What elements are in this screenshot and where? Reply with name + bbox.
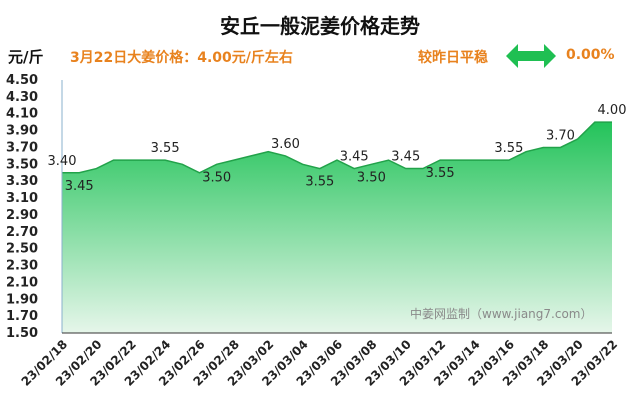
y-tick-label: 3.90 (6, 124, 38, 139)
y-tick-label: 3.50 (6, 157, 38, 172)
y-tick-label: 3.70 (6, 140, 38, 155)
y-tick-label: 1.50 (6, 326, 38, 341)
data-label: 3.55 (494, 141, 523, 156)
data-label: 3.45 (391, 150, 420, 165)
unit-label: 元/斤 (8, 48, 44, 66)
chart-title: 安丘一般泥姜价格走势 (220, 14, 420, 38)
data-label: 3.55 (151, 141, 180, 156)
watermark: 中姜网监制（www.jiang7.com） (410, 306, 592, 321)
data-label: 3.45 (65, 179, 94, 194)
data-label: 3.60 (271, 137, 300, 152)
series-line (62, 121, 612, 174)
data-label: 3.50 (357, 170, 386, 185)
data-label: 3.55 (426, 166, 455, 181)
data-label: 3.40 (48, 154, 77, 169)
data-label: 4.00 (598, 103, 627, 118)
area-fill (62, 122, 612, 334)
y-tick-label: 1.70 (6, 309, 38, 324)
y-tick-label: 3.10 (6, 191, 38, 206)
data-label: 3.45 (340, 150, 369, 165)
y-tick-label: 2.70 (6, 225, 38, 240)
y-tick-label: 2.10 (6, 275, 38, 290)
data-label: 3.70 (546, 128, 575, 143)
change-percent: 0.00% (566, 47, 615, 63)
y-tick-label: 4.50 (6, 73, 38, 88)
y-tick-label: 4.30 (6, 90, 38, 105)
y-tick-label: 1.90 (6, 292, 38, 307)
y-tick-label: 3.30 (6, 174, 38, 189)
headline-price: 3月22日大姜价格：4.00元/斤左右 (70, 50, 293, 66)
data-label: 3.55 (305, 175, 334, 190)
y-tick-label: 2.90 (6, 208, 38, 223)
data-label: 3.50 (202, 170, 231, 185)
double-arrow-icon (506, 44, 556, 68)
y-tick-label: 2.50 (6, 242, 38, 257)
y-tick-label: 4.10 (6, 107, 38, 122)
trend-label: 较昨日平稳 (418, 50, 488, 66)
y-tick-label: 2.30 (6, 259, 38, 274)
